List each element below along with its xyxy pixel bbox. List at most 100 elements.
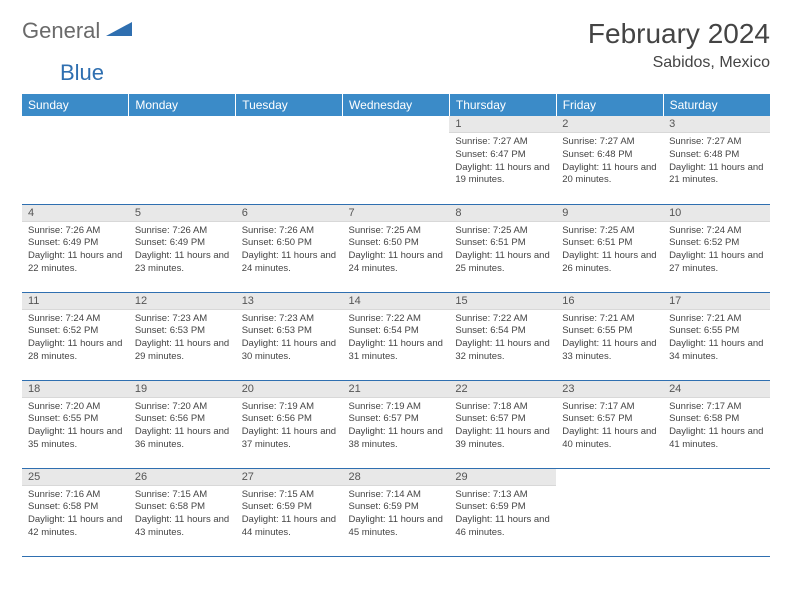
day-number: 18 [22,381,129,398]
calendar-empty-cell [663,468,770,556]
day-number: 9 [556,205,663,222]
weekday-header: Sunday [22,94,129,116]
weekday-header: Saturday [663,94,770,116]
calendar-day-cell: 11Sunrise: 7:24 AMSunset: 6:52 PMDayligh… [22,292,129,380]
logo-text-general: General [22,18,100,44]
calendar-day-cell: 21Sunrise: 7:19 AMSunset: 6:57 PMDayligh… [343,380,450,468]
day-details: Sunrise: 7:16 AMSunset: 6:58 PMDaylight:… [22,486,129,544]
calendar-day-cell: 4Sunrise: 7:26 AMSunset: 6:49 PMDaylight… [22,204,129,292]
day-number: 7 [343,205,450,222]
weekday-header: Thursday [449,94,556,116]
day-number: 15 [449,293,556,310]
month-title: February 2024 [588,18,770,50]
day-details: Sunrise: 7:14 AMSunset: 6:59 PMDaylight:… [343,486,450,544]
calendar-day-cell: 12Sunrise: 7:23 AMSunset: 6:53 PMDayligh… [129,292,236,380]
day-number: 11 [22,293,129,310]
calendar-row: 18Sunrise: 7:20 AMSunset: 6:55 PMDayligh… [22,380,770,468]
day-number: 14 [343,293,450,310]
calendar-day-cell: 7Sunrise: 7:25 AMSunset: 6:50 PMDaylight… [343,204,450,292]
day-details: Sunrise: 7:19 AMSunset: 6:57 PMDaylight:… [343,398,450,456]
day-number: 8 [449,205,556,222]
calendar-day-cell: 9Sunrise: 7:25 AMSunset: 6:51 PMDaylight… [556,204,663,292]
day-details: Sunrise: 7:17 AMSunset: 6:57 PMDaylight:… [556,398,663,456]
calendar-day-cell: 27Sunrise: 7:15 AMSunset: 6:59 PMDayligh… [236,468,343,556]
calendar-day-cell: 14Sunrise: 7:22 AMSunset: 6:54 PMDayligh… [343,292,450,380]
day-number: 27 [236,469,343,486]
calendar-day-cell: 25Sunrise: 7:16 AMSunset: 6:58 PMDayligh… [22,468,129,556]
day-details: Sunrise: 7:13 AMSunset: 6:59 PMDaylight:… [449,486,556,544]
calendar-body: 1Sunrise: 7:27 AMSunset: 6:47 PMDaylight… [22,116,770,556]
day-details: Sunrise: 7:18 AMSunset: 6:57 PMDaylight:… [449,398,556,456]
calendar-row: 4Sunrise: 7:26 AMSunset: 6:49 PMDaylight… [22,204,770,292]
calendar-row: 1Sunrise: 7:27 AMSunset: 6:47 PMDaylight… [22,116,770,204]
day-details: Sunrise: 7:24 AMSunset: 6:52 PMDaylight:… [663,222,770,280]
calendar-day-cell: 24Sunrise: 7:17 AMSunset: 6:58 PMDayligh… [663,380,770,468]
day-number: 3 [663,116,770,133]
calendar-day-cell: 19Sunrise: 7:20 AMSunset: 6:56 PMDayligh… [129,380,236,468]
calendar-day-cell: 10Sunrise: 7:24 AMSunset: 6:52 PMDayligh… [663,204,770,292]
day-number: 4 [22,205,129,222]
weekday-header: Tuesday [236,94,343,116]
day-details: Sunrise: 7:20 AMSunset: 6:55 PMDaylight:… [22,398,129,456]
day-number: 24 [663,381,770,398]
day-details: Sunrise: 7:15 AMSunset: 6:58 PMDaylight:… [129,486,236,544]
calendar-day-cell: 26Sunrise: 7:15 AMSunset: 6:58 PMDayligh… [129,468,236,556]
day-details: Sunrise: 7:25 AMSunset: 6:51 PMDaylight:… [449,222,556,280]
logo-triangle-icon [106,20,132,43]
calendar-day-cell: 15Sunrise: 7:22 AMSunset: 6:54 PMDayligh… [449,292,556,380]
calendar-day-cell: 8Sunrise: 7:25 AMSunset: 6:51 PMDaylight… [449,204,556,292]
weekday-header: Wednesday [343,94,450,116]
calendar-day-cell: 28Sunrise: 7:14 AMSunset: 6:59 PMDayligh… [343,468,450,556]
day-details: Sunrise: 7:17 AMSunset: 6:58 PMDaylight:… [663,398,770,456]
weekday-header-row: SundayMondayTuesdayWednesdayThursdayFrid… [22,94,770,116]
day-details: Sunrise: 7:26 AMSunset: 6:49 PMDaylight:… [22,222,129,280]
day-details: Sunrise: 7:21 AMSunset: 6:55 PMDaylight:… [663,310,770,368]
logo-text-blue: Blue [60,60,104,85]
day-details: Sunrise: 7:22 AMSunset: 6:54 PMDaylight:… [343,310,450,368]
day-details: Sunrise: 7:25 AMSunset: 6:51 PMDaylight:… [556,222,663,280]
calendar-empty-cell [236,116,343,204]
day-details: Sunrise: 7:20 AMSunset: 6:56 PMDaylight:… [129,398,236,456]
day-number: 23 [556,381,663,398]
day-number: 25 [22,469,129,486]
calendar-day-cell: 2Sunrise: 7:27 AMSunset: 6:48 PMDaylight… [556,116,663,204]
calendar-day-cell: 17Sunrise: 7:21 AMSunset: 6:55 PMDayligh… [663,292,770,380]
day-number: 17 [663,293,770,310]
day-number: 2 [556,116,663,133]
calendar-day-cell: 29Sunrise: 7:13 AMSunset: 6:59 PMDayligh… [449,468,556,556]
calendar-table: SundayMondayTuesdayWednesdayThursdayFrid… [22,94,770,557]
day-number: 22 [449,381,556,398]
calendar-day-cell: 13Sunrise: 7:23 AMSunset: 6:53 PMDayligh… [236,292,343,380]
calendar-empty-cell [343,116,450,204]
calendar-row: 11Sunrise: 7:24 AMSunset: 6:52 PMDayligh… [22,292,770,380]
day-details: Sunrise: 7:26 AMSunset: 6:49 PMDaylight:… [129,222,236,280]
weekday-header: Friday [556,94,663,116]
day-details: Sunrise: 7:26 AMSunset: 6:50 PMDaylight:… [236,222,343,280]
calendar-row: 25Sunrise: 7:16 AMSunset: 6:58 PMDayligh… [22,468,770,556]
day-details: Sunrise: 7:21 AMSunset: 6:55 PMDaylight:… [556,310,663,368]
day-number: 28 [343,469,450,486]
day-details: Sunrise: 7:27 AMSunset: 6:48 PMDaylight:… [556,133,663,191]
day-number: 5 [129,205,236,222]
calendar-day-cell: 5Sunrise: 7:26 AMSunset: 6:49 PMDaylight… [129,204,236,292]
weekday-header: Monday [129,94,236,116]
calendar-day-cell: 6Sunrise: 7:26 AMSunset: 6:50 PMDaylight… [236,204,343,292]
day-details: Sunrise: 7:27 AMSunset: 6:47 PMDaylight:… [449,133,556,191]
day-number: 12 [129,293,236,310]
calendar-day-cell: 3Sunrise: 7:27 AMSunset: 6:48 PMDaylight… [663,116,770,204]
day-number: 21 [343,381,450,398]
day-number: 6 [236,205,343,222]
day-details: Sunrise: 7:27 AMSunset: 6:48 PMDaylight:… [663,133,770,191]
day-number: 16 [556,293,663,310]
day-number: 10 [663,205,770,222]
day-number: 19 [129,381,236,398]
day-details: Sunrise: 7:19 AMSunset: 6:56 PMDaylight:… [236,398,343,456]
day-number: 29 [449,469,556,486]
day-details: Sunrise: 7:23 AMSunset: 6:53 PMDaylight:… [236,310,343,368]
calendar-day-cell: 23Sunrise: 7:17 AMSunset: 6:57 PMDayligh… [556,380,663,468]
day-details: Sunrise: 7:15 AMSunset: 6:59 PMDaylight:… [236,486,343,544]
day-number: 13 [236,293,343,310]
calendar-empty-cell [22,116,129,204]
calendar-day-cell: 20Sunrise: 7:19 AMSunset: 6:56 PMDayligh… [236,380,343,468]
day-details: Sunrise: 7:25 AMSunset: 6:50 PMDaylight:… [343,222,450,280]
